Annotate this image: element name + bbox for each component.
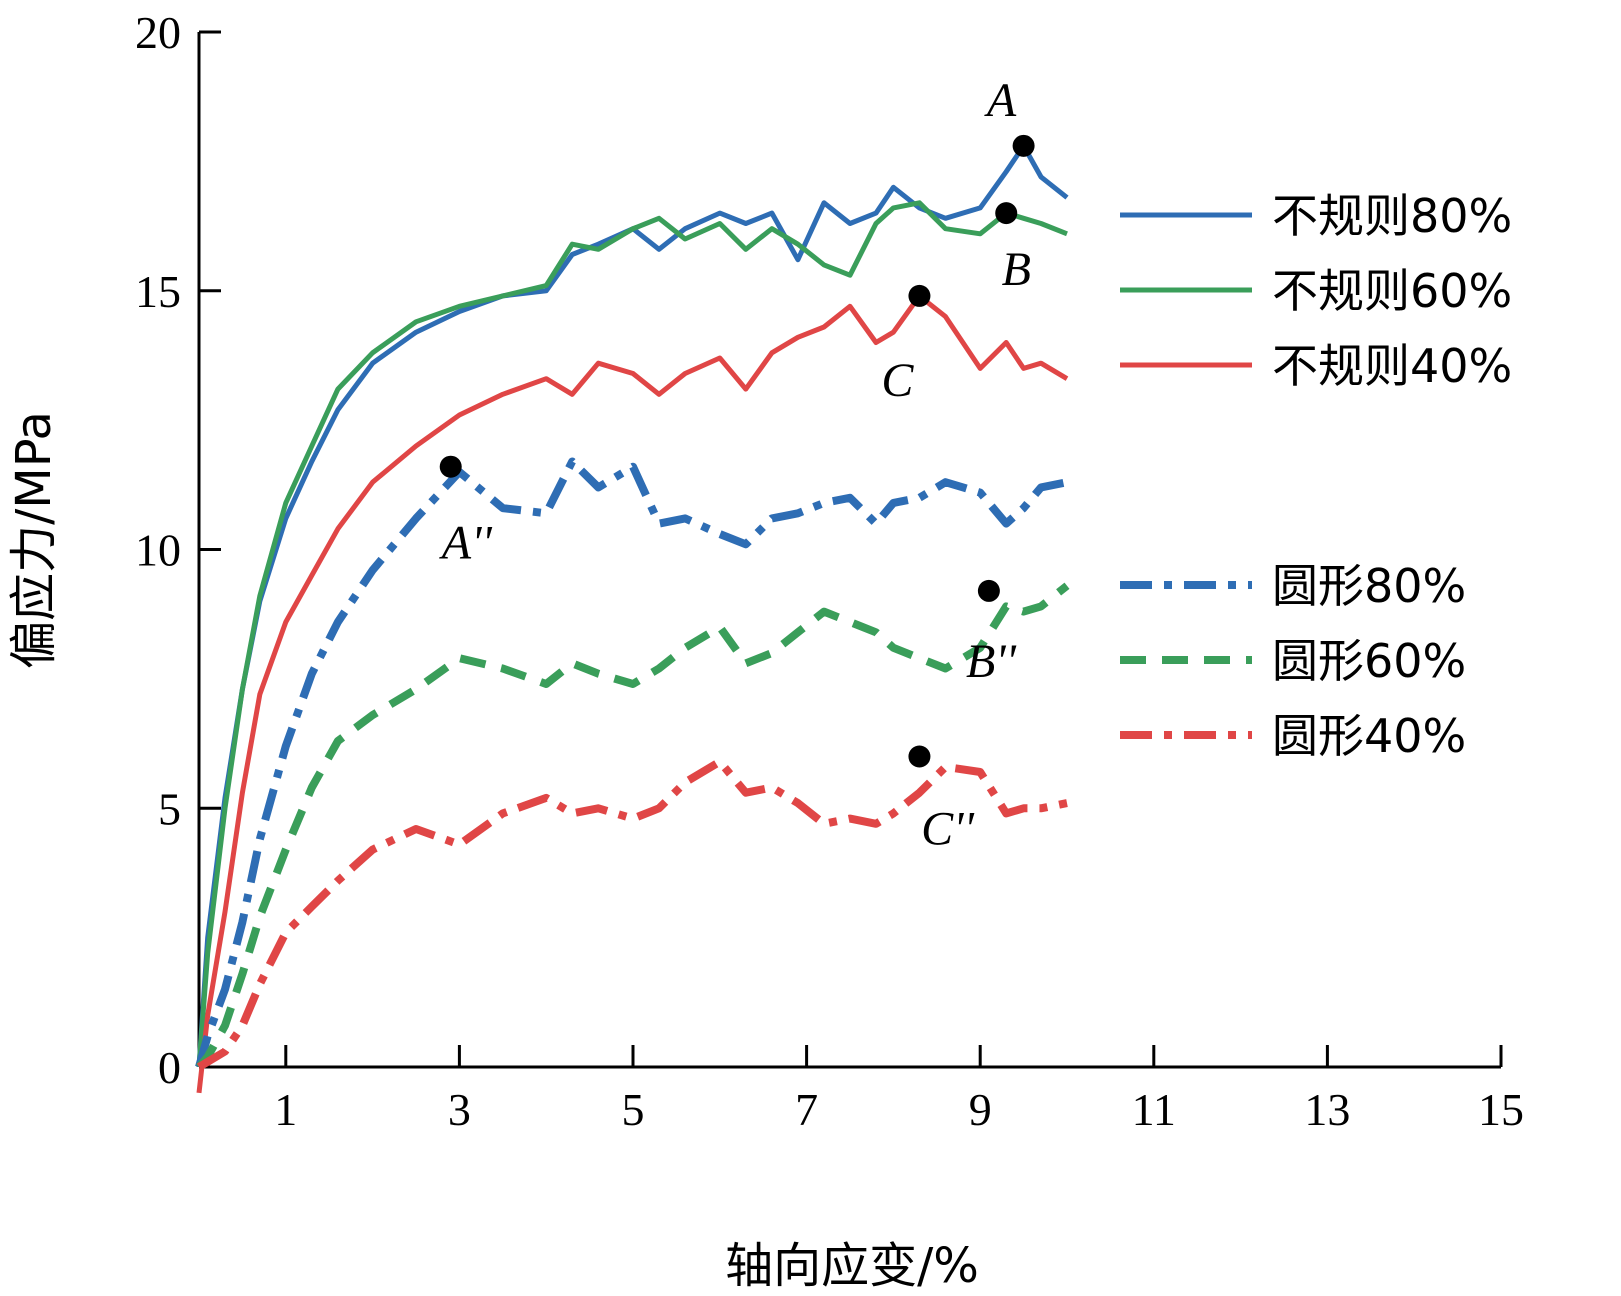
y-tick-label: 20: [135, 7, 181, 58]
series-layer: [195, 143, 1070, 1094]
x-tick-label: 9: [969, 1084, 992, 1135]
series-line-2: [196, 200, 1068, 1068]
x-tick-label: 13: [1304, 1084, 1350, 1135]
y-tick-label: 15: [135, 266, 181, 317]
annotation-point: [1012, 134, 1035, 157]
x-tick-label: 5: [622, 1084, 645, 1135]
series-line-4: [195, 457, 1068, 1069]
x-tick-label: 7: [795, 1084, 818, 1135]
legend: 不规则80% 不规则60% 不规则40% 圆形80% 圆形60% 圆形40%: [1120, 189, 1512, 763]
legend-label: 圆形60%: [1272, 634, 1466, 688]
x-axis-title: 轴向应变/%: [725, 1238, 979, 1294]
annotation-point: [439, 455, 462, 478]
x-tick-label: 11: [1132, 1084, 1176, 1135]
series-line-3: [196, 293, 1069, 1094]
y-tick-label: 0: [158, 1042, 181, 1093]
annotation-point: [977, 579, 1000, 602]
y-axis-title: 偏应力/MPa: [6, 411, 62, 669]
annotation-label: B: [1002, 243, 1031, 296]
annotation-label: A: [984, 74, 1017, 127]
series-line-5: [195, 582, 1070, 1070]
annotation-label: C: [881, 354, 914, 407]
legend-label: 不规则40%: [1272, 339, 1512, 393]
annotation-point: [995, 202, 1018, 225]
annotation-point: [908, 284, 931, 307]
series-line-1: [196, 143, 1069, 1068]
y-tick-label: 10: [135, 525, 181, 576]
series-line-6: [196, 757, 1068, 1071]
x-tick-label: 15: [1478, 1084, 1524, 1135]
y-tick-label: 5: [158, 783, 181, 834]
legend-label: 不规则80%: [1272, 189, 1512, 243]
annotation-label: B'': [966, 635, 1017, 688]
annotation-label: C'': [921, 803, 974, 856]
annotation-layer: A B C A'' B'' C'': [439, 74, 1035, 856]
legend-label: 不规则60%: [1272, 264, 1512, 318]
x-tick-label: 1: [274, 1084, 297, 1135]
annotation-label: A'': [439, 517, 493, 570]
legend-label: 圆形80%: [1272, 559, 1466, 613]
legend-label: 圆形40%: [1272, 709, 1466, 763]
x-tick-label: 3: [448, 1084, 471, 1135]
annotation-point: [908, 745, 931, 768]
